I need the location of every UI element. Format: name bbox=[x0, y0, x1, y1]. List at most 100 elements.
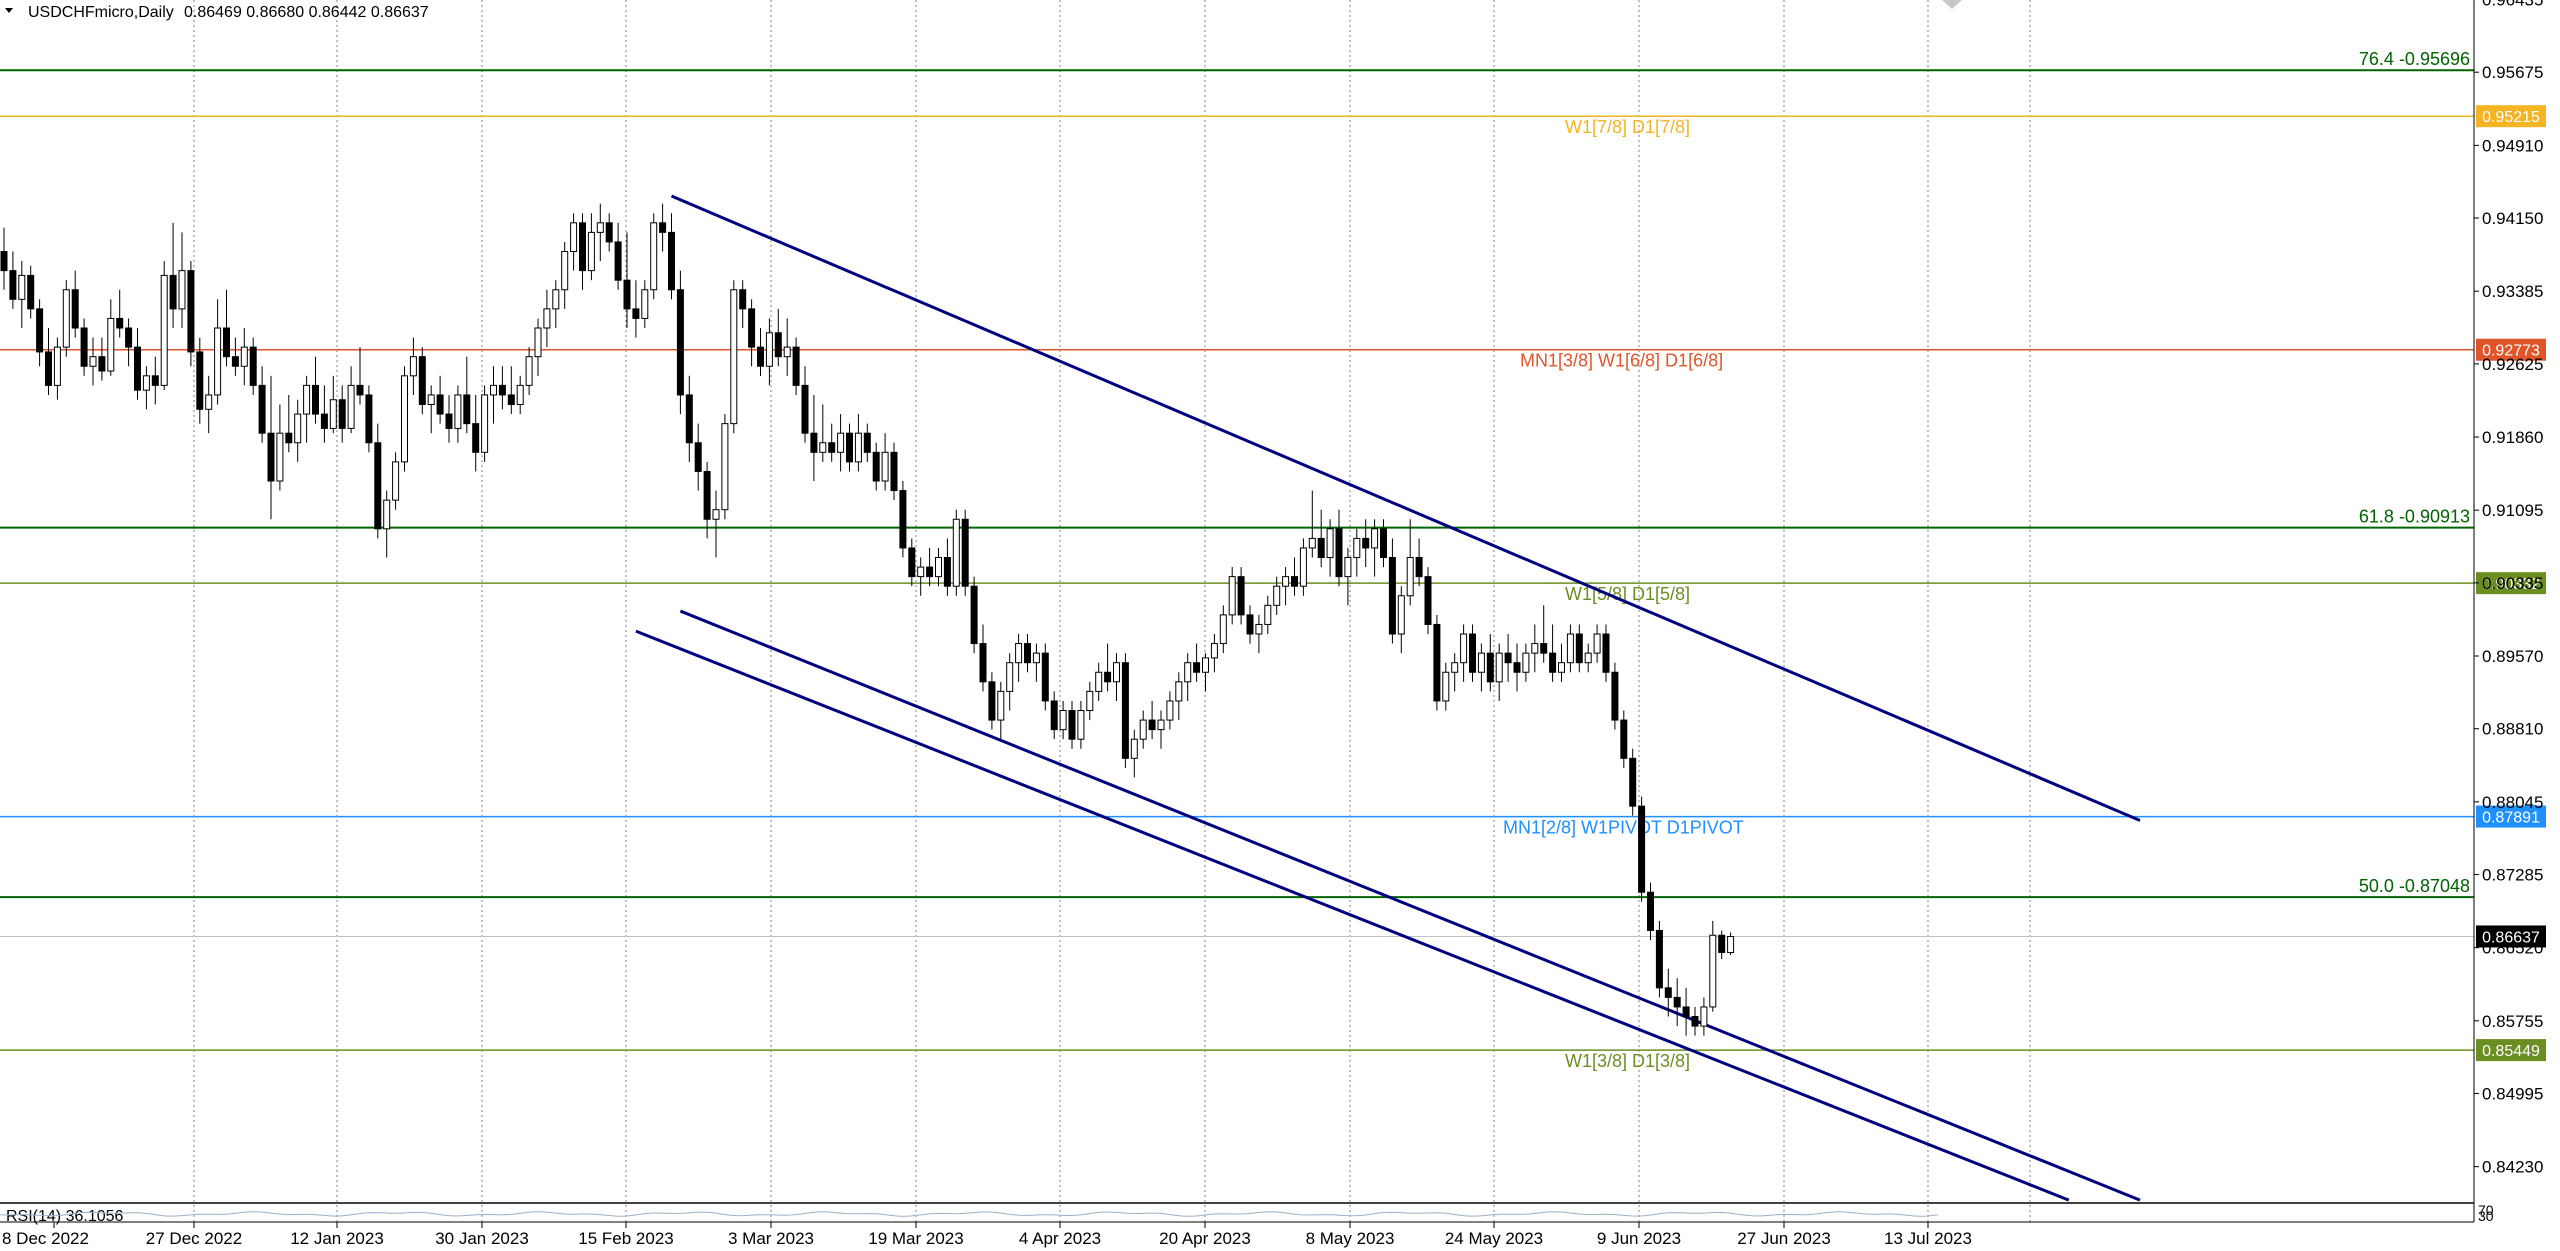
candle[interactable] bbox=[1495, 643, 1503, 701]
candle[interactable] bbox=[748, 299, 756, 367]
candle[interactable] bbox=[1326, 519, 1334, 577]
candle[interactable] bbox=[961, 509, 969, 596]
candle[interactable] bbox=[765, 318, 773, 386]
candle[interactable] bbox=[1104, 643, 1112, 692]
candle[interactable] bbox=[169, 222, 177, 329]
candle[interactable] bbox=[9, 251, 17, 309]
candle[interactable] bbox=[1193, 643, 1201, 682]
candle[interactable] bbox=[125, 318, 133, 367]
candle[interactable] bbox=[365, 385, 373, 453]
scroll-marker-icon[interactable] bbox=[1942, 0, 1962, 9]
candle[interactable] bbox=[890, 442, 898, 501]
candle[interactable] bbox=[303, 375, 311, 443]
candle[interactable] bbox=[356, 347, 364, 405]
candle[interactable] bbox=[1246, 605, 1254, 644]
candle[interactable] bbox=[53, 337, 61, 400]
candle[interactable] bbox=[632, 280, 640, 338]
candle[interactable] bbox=[1032, 643, 1040, 682]
candle[interactable] bbox=[107, 299, 115, 376]
candle[interactable] bbox=[142, 366, 150, 410]
candle[interactable] bbox=[997, 681, 1005, 740]
candle[interactable] bbox=[819, 404, 827, 462]
candle[interactable] bbox=[1655, 920, 1663, 998]
candle[interactable] bbox=[1148, 700, 1156, 740]
candle[interactable] bbox=[383, 490, 391, 558]
collapse-triangle-icon[interactable] bbox=[5, 8, 13, 13]
candle[interactable] bbox=[650, 213, 658, 300]
candle[interactable] bbox=[151, 356, 159, 405]
candle[interactable] bbox=[579, 213, 586, 290]
candle[interactable] bbox=[205, 375, 213, 434]
candle[interactable] bbox=[1566, 624, 1574, 673]
candle[interactable] bbox=[1202, 653, 1209, 692]
candle[interactable] bbox=[1531, 624, 1539, 673]
candle[interactable] bbox=[160, 261, 168, 391]
candle[interactable] bbox=[1397, 586, 1405, 654]
candle[interactable] bbox=[846, 423, 853, 472]
candle[interactable] bbox=[854, 414, 862, 472]
candle[interactable] bbox=[1727, 932, 1735, 956]
candle[interactable] bbox=[1175, 672, 1183, 721]
candle[interactable] bbox=[1086, 681, 1094, 721]
candle[interactable] bbox=[783, 318, 791, 376]
candle[interactable] bbox=[490, 366, 497, 424]
candle[interactable] bbox=[863, 423, 871, 462]
candle[interactable] bbox=[1584, 643, 1592, 673]
candle[interactable] bbox=[810, 394, 818, 482]
candle[interactable] bbox=[267, 375, 275, 520]
candle[interactable] bbox=[1673, 978, 1681, 1027]
candle[interactable] bbox=[1059, 700, 1067, 740]
candle[interactable] bbox=[1184, 653, 1192, 701]
candle[interactable] bbox=[1691, 1006, 1699, 1036]
candle[interactable] bbox=[1219, 605, 1227, 654]
candle[interactable] bbox=[463, 356, 471, 434]
candle[interactable] bbox=[792, 337, 800, 395]
candle[interactable] bbox=[668, 213, 675, 300]
candle[interactable] bbox=[0, 227, 8, 290]
candle[interactable] bbox=[730, 280, 738, 434]
candle[interactable] bbox=[1620, 710, 1628, 768]
candle[interactable] bbox=[828, 423, 836, 462]
candle[interactable] bbox=[534, 318, 542, 376]
candle[interactable] bbox=[231, 337, 239, 376]
candle[interactable] bbox=[1353, 528, 1361, 577]
candle[interactable] bbox=[694, 423, 702, 491]
candle[interactable] bbox=[436, 375, 444, 424]
candle[interactable] bbox=[178, 232, 186, 329]
candle[interactable] bbox=[276, 404, 284, 491]
candle[interactable] bbox=[498, 366, 506, 410]
candle[interactable] bbox=[605, 213, 613, 252]
candle[interactable] bbox=[757, 328, 764, 376]
candle[interactable] bbox=[988, 672, 996, 730]
candle[interactable] bbox=[1602, 624, 1610, 682]
candle[interactable] bbox=[979, 624, 987, 692]
candle[interactable] bbox=[952, 509, 960, 596]
candle[interactable] bbox=[1424, 567, 1432, 635]
candle[interactable] bbox=[1157, 710, 1165, 749]
candle[interactable] bbox=[1513, 643, 1521, 692]
candle[interactable] bbox=[1139, 710, 1147, 749]
candle[interactable] bbox=[338, 385, 346, 443]
candle[interactable] bbox=[80, 318, 88, 376]
candle[interactable] bbox=[1442, 662, 1450, 711]
candle[interactable] bbox=[401, 366, 408, 472]
candle[interactable] bbox=[1006, 653, 1014, 711]
candle[interactable] bbox=[249, 337, 257, 395]
candle[interactable] bbox=[392, 452, 400, 510]
candle[interactable] bbox=[837, 414, 845, 472]
candle[interactable] bbox=[721, 414, 729, 520]
candle[interactable] bbox=[801, 366, 809, 443]
candle[interactable] bbox=[27, 265, 35, 319]
candle[interactable] bbox=[258, 366, 266, 443]
candle[interactable] bbox=[320, 385, 328, 443]
candle[interactable] bbox=[926, 547, 934, 587]
candle[interactable] bbox=[1113, 653, 1120, 701]
candle[interactable] bbox=[1228, 567, 1236, 625]
candle[interactable] bbox=[1575, 624, 1583, 673]
candle[interactable] bbox=[1415, 538, 1423, 587]
candle[interactable] bbox=[418, 347, 426, 415]
candle[interactable] bbox=[214, 299, 222, 405]
candle[interactable] bbox=[409, 337, 417, 395]
upper-trendline[interactable] bbox=[670, 194, 2141, 822]
